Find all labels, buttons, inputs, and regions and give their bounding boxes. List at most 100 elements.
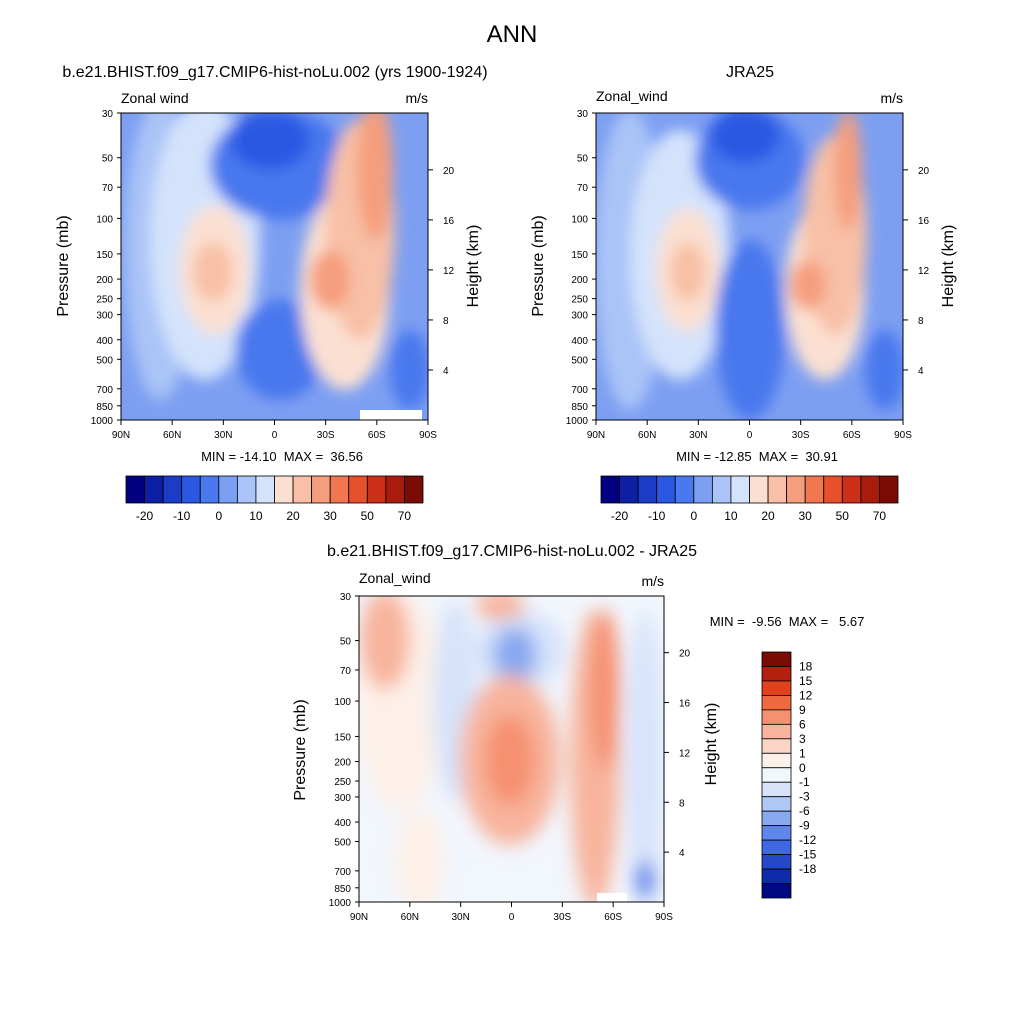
colorbar-swatch [199, 475, 220, 504]
colorbar-swatch [761, 680, 792, 696]
panel-model-title: b.e21.BHIST.f09_g17.CMIP6-hist-noLu.002 … [62, 64, 487, 81]
y-tick-label: 300 [334, 793, 351, 804]
colorbar-label: 70 [398, 509, 412, 523]
colorbar-swatch [236, 475, 257, 504]
y-tick-label: 250 [334, 777, 351, 788]
panel-diff-y-ticks: 30 50 70 100 150 200 250 300 400 500 700 850 1000 [329, 592, 359, 909]
panel-diff-y2label: Height (km) [703, 703, 720, 786]
panel-obs-variable: Zonal_wind [596, 88, 668, 104]
y-tick-label: 700 [571, 385, 588, 396]
x-tick-label: 0 [747, 430, 753, 441]
y-tick-label: 500 [96, 355, 113, 366]
y-tick-label: 70 [102, 183, 114, 194]
y-tick-label: 50 [577, 154, 589, 165]
panel-obs-y2label: Height (km) [940, 225, 957, 308]
y-tick-label: 400 [96, 336, 113, 347]
colorbar-label: 12 [799, 688, 813, 702]
colorbar-label: 30 [799, 509, 813, 523]
y-tick-label: 300 [96, 311, 113, 322]
y2-tick-label: 16 [443, 216, 455, 227]
y2-tick-label: 12 [918, 266, 930, 277]
y-tick-label: 1000 [329, 898, 352, 909]
colorbar-label: 6 [799, 717, 806, 731]
panel-obs-title: JRA25 [726, 64, 774, 81]
colorbar-label: 10 [724, 509, 738, 523]
colorbar-swatch [162, 475, 183, 504]
y-tick-label: 850 [334, 884, 351, 895]
x-tick-label: 30S [553, 912, 571, 923]
y-tick-label: 100 [96, 214, 113, 225]
colorbar-label: -6 [799, 804, 810, 818]
colorbar-label: 18 [799, 659, 813, 673]
colorbar-label: 15 [799, 674, 813, 688]
y2-tick-label: 20 [918, 166, 930, 177]
panel-obs-ylabel: Pressure (mb) [530, 215, 547, 316]
colorbar-label: 1 [799, 746, 806, 760]
panel-model-stats: MIN = -14.10 MAX = 36.56 [201, 449, 363, 464]
colorbar-swatch [749, 475, 769, 504]
y-tick-label: 700 [334, 867, 351, 878]
y-tick-label: 100 [334, 697, 351, 708]
colorbar-swatch [761, 883, 792, 899]
x-tick-label: 90N [587, 430, 605, 441]
panel-obs-stats: MIN = -12.85 MAX = 30.91 [676, 449, 838, 464]
y-tick-label: 100 [571, 214, 588, 225]
y-tick-label: 200 [334, 758, 351, 769]
panel-model-colorbar: -20 -10 0 10 20 30 50 70 [125, 475, 424, 523]
colorbar-swatch [767, 475, 788, 504]
y-tick-label: 400 [571, 336, 588, 347]
y2-tick-label: 8 [918, 316, 924, 327]
colorbar-swatch [761, 709, 792, 725]
colorbar-label: 0 [799, 761, 806, 775]
panel-diff-x-ticks: 90N 60N 30N 0 30S 60S 90S [350, 902, 673, 923]
colorbar-label: 0 [690, 509, 697, 523]
y-tick-label: 50 [102, 154, 114, 165]
panel-diff-variable: Zonal_wind [359, 570, 431, 586]
colorbar-swatch [385, 475, 405, 504]
colorbar-label: 9 [799, 703, 806, 717]
colorbar-swatch [125, 475, 145, 504]
y-tick-label: 850 [96, 402, 113, 413]
x-tick-label: 90N [350, 912, 368, 923]
colorbar-swatch [619, 475, 639, 504]
colorbar-swatch [761, 868, 792, 884]
colorbar-swatch [761, 781, 792, 798]
panel-model-y2-ticks: 20 16 12 8 4 [428, 166, 455, 377]
y-tick-label: 150 [571, 250, 588, 261]
colorbar-swatch [329, 475, 350, 504]
colorbar-label: -10 [648, 509, 666, 523]
panel-diff-units: m/s [641, 573, 664, 589]
panel-model-ylabel: Pressure (mb) [55, 215, 72, 316]
x-tick-label: 0 [272, 430, 278, 441]
x-tick-label: 60S [604, 912, 622, 923]
colorbar-swatch [404, 475, 424, 504]
panel-model-variable: Zonal wind [121, 90, 189, 106]
y-tick-label: 30 [577, 109, 589, 120]
y-tick-label: 500 [571, 355, 588, 366]
colorbar-swatch [823, 475, 843, 504]
panel-obs: JRA25 Zonal_wind m/s 3050701001502002503… [530, 64, 957, 523]
colorbar-swatch [637, 475, 658, 504]
y-tick-label: 250 [571, 295, 588, 306]
x-tick-label: 60N [638, 430, 656, 441]
x-tick-label: 90S [655, 912, 673, 923]
colorbar-label: -1 [799, 775, 810, 789]
colorbar-swatch [761, 651, 792, 667]
x-tick-label: 0 [509, 912, 515, 923]
y2-tick-label: 8 [679, 798, 685, 809]
colorbar-swatch [600, 475, 620, 504]
y2-tick-label: 4 [679, 848, 685, 859]
colorbar-swatch [804, 475, 825, 504]
x-tick-label: 60S [843, 430, 861, 441]
colorbar-swatch [761, 767, 792, 783]
panel-diff-stats: MIN = -9.56 MAX = 5.67 [710, 614, 865, 629]
colorbar-swatch [274, 475, 294, 504]
x-tick-label: 60S [368, 430, 386, 441]
y2-tick-label: 16 [918, 216, 930, 227]
y-tick-label: 150 [334, 732, 351, 743]
y2-tick-label: 4 [918, 366, 924, 377]
panel-obs-y2-ticks: 20 16 12 8 4 [903, 166, 930, 377]
colorbar-swatch [761, 854, 792, 870]
y-tick-label: 500 [334, 838, 351, 849]
